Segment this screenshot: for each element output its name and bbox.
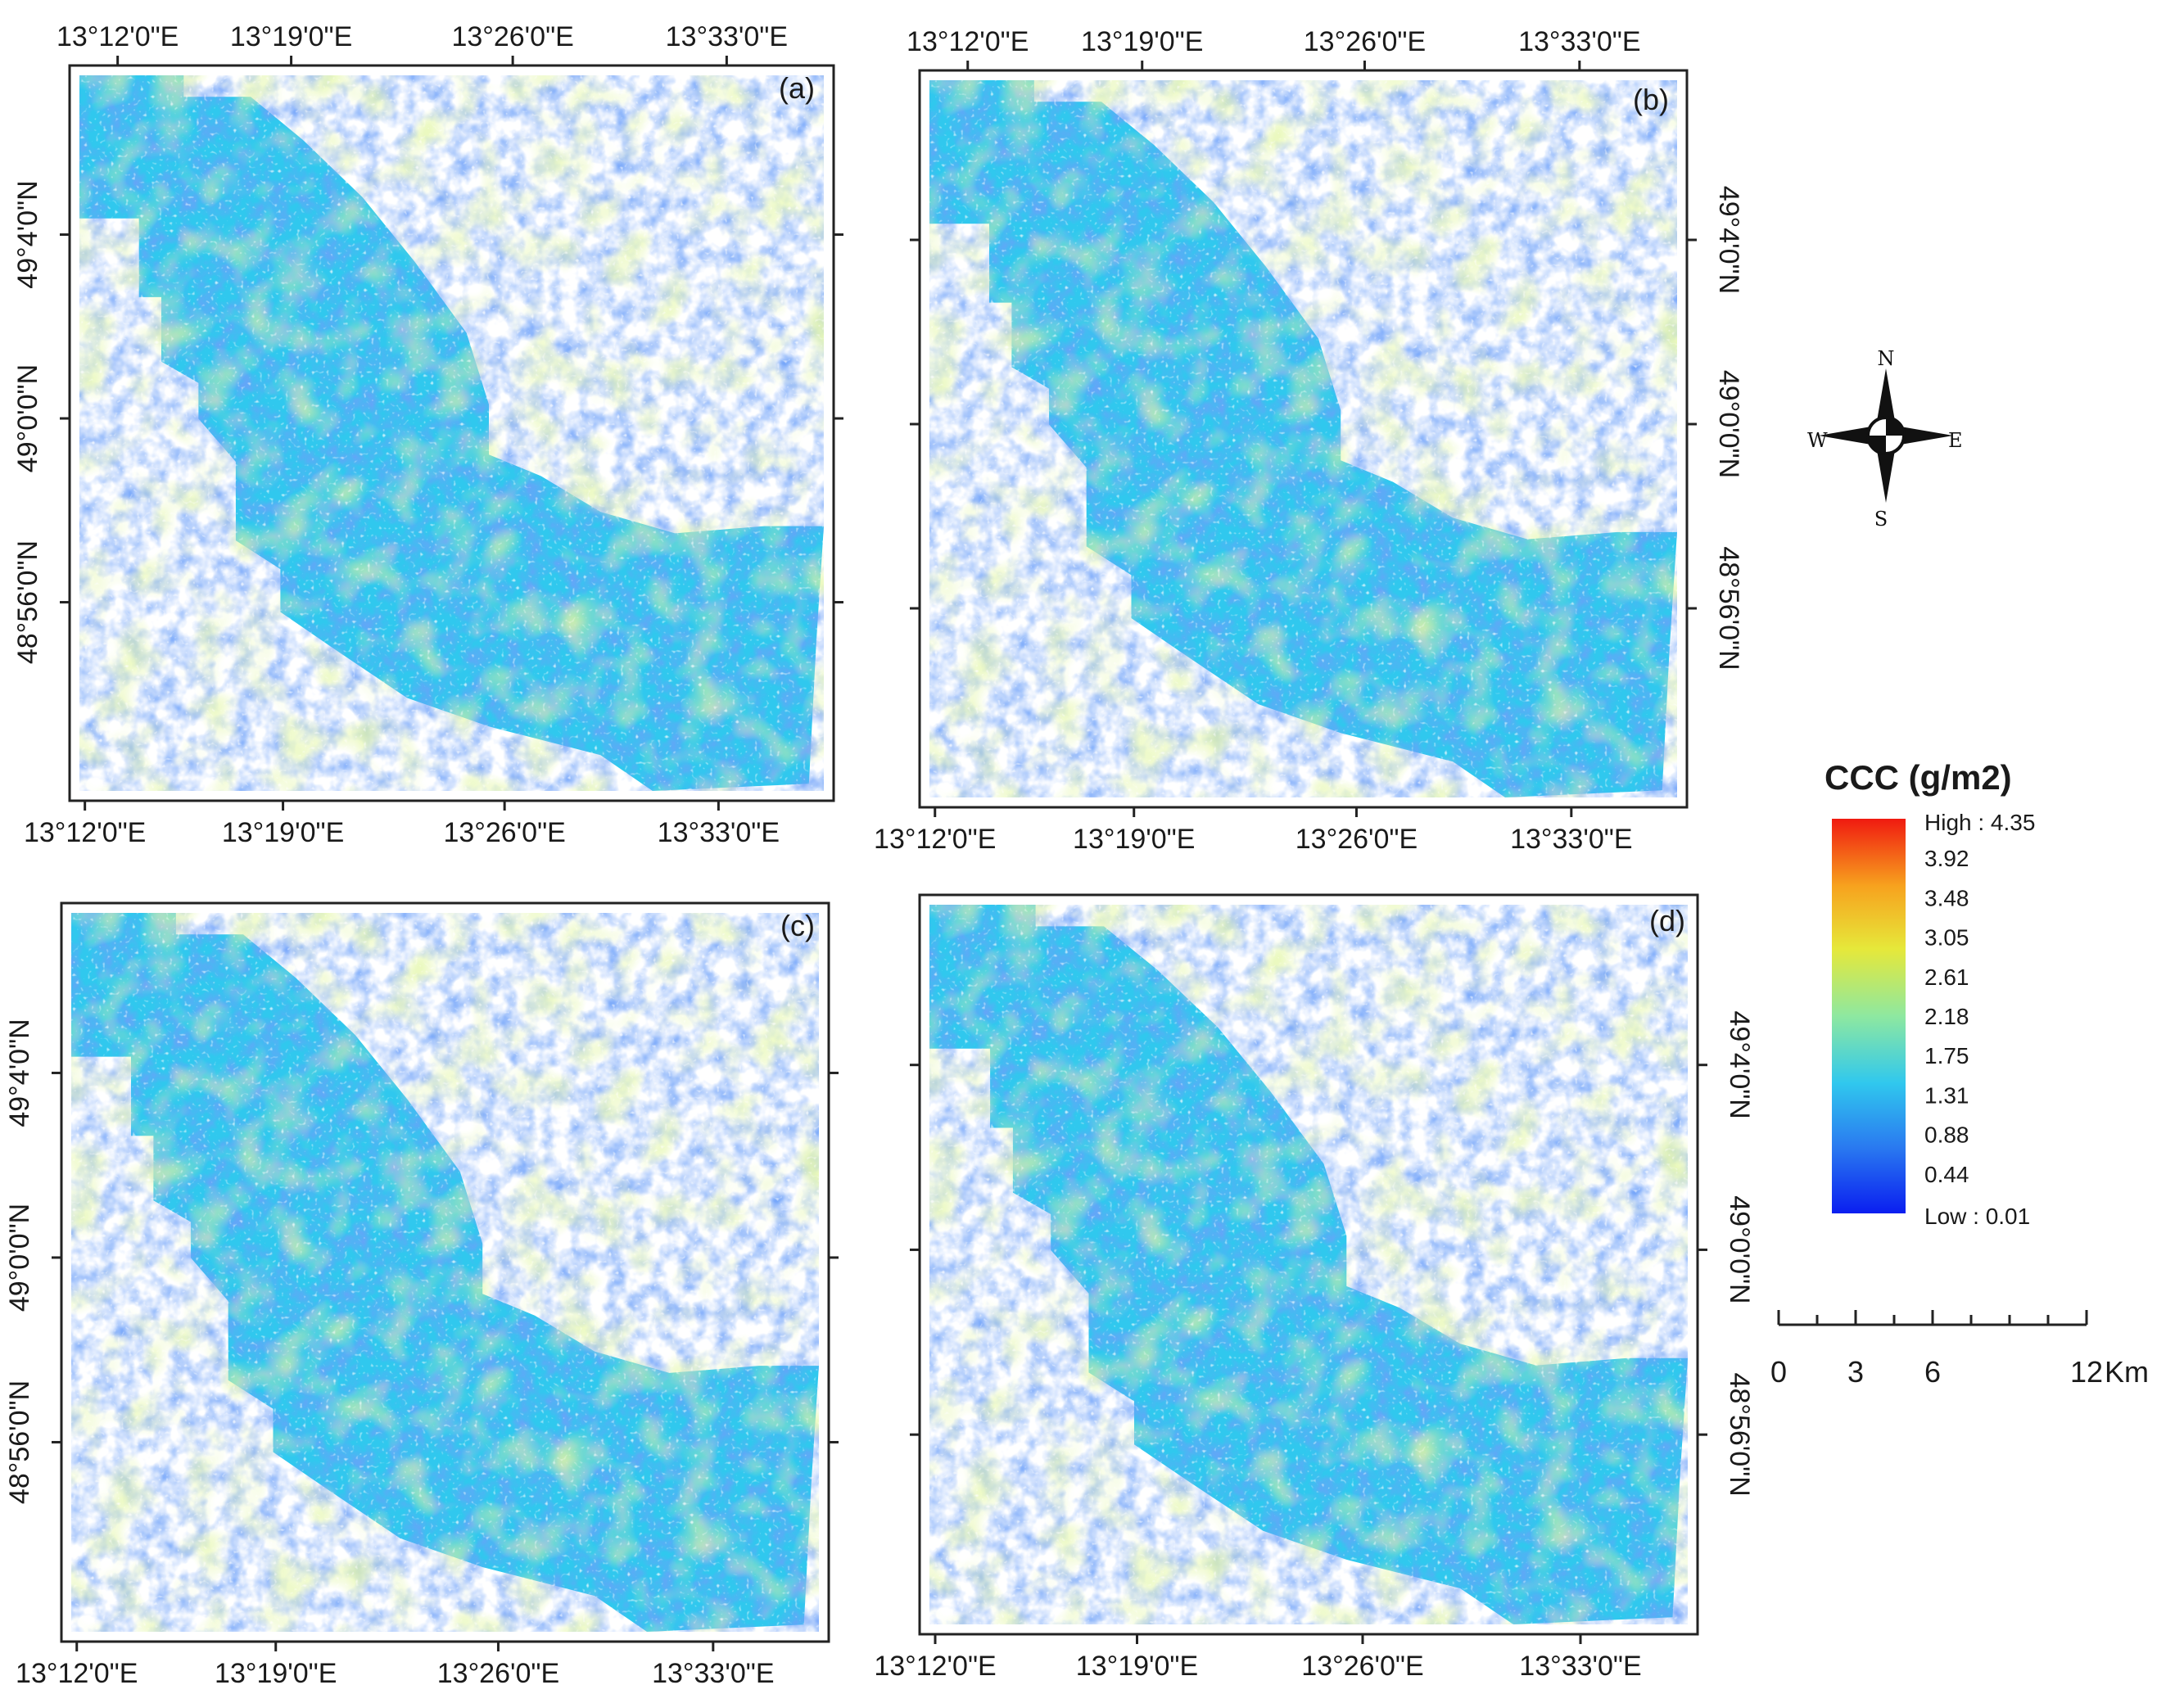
compass-w-label: W <box>1807 429 1828 452</box>
lat-label: 49°0'0"N <box>1713 370 1744 478</box>
bottom-lon-label: 13°26'0"E <box>1301 1651 1423 1682</box>
lat-label: 48°56'0"N <box>1713 546 1744 670</box>
legend-tick-label: 3.48 <box>1924 886 1969 911</box>
bottom-lon-label: 13°12'0"E <box>24 817 146 848</box>
ccc-raster <box>79 75 824 791</box>
bottom-lon-label: 13°12'0"E <box>874 824 996 855</box>
legend-tick-label: 2.61 <box>1924 964 1969 990</box>
top-lon-label: 13°19'0"E <box>230 21 352 52</box>
lat-label: 49°4'0"N <box>4 1019 35 1127</box>
lat-label: 49°0'0"N <box>12 364 43 472</box>
legend-tick-label: 0.44 <box>1924 1162 1969 1187</box>
lat-label: 48°56'0"N <box>4 1380 35 1504</box>
map-panel-a: (a) 13°12'0"E 13°19'0"E 13°26'0"E 13°33'0"E… <box>12 21 843 848</box>
legend-ticks: 3.92 3.48 3.05 2.61 2.18 1.75 1.31 0.88 0.44 <box>1924 846 1969 1187</box>
lat-label: 48°56'0"N <box>12 540 43 664</box>
panel-label: (b) <box>1633 83 1669 116</box>
ccc-raster <box>71 913 819 1632</box>
panel-label: (d) <box>1649 904 1685 937</box>
bottom-lon-label: 13°26'0"E <box>437 1658 559 1689</box>
panel-ticks: 13°12'0"E 13°19'0"E 13°26'0"E 13°33'0"E 49°4… <box>874 1011 1755 1682</box>
compass-n-label: N <box>1878 347 1895 370</box>
legend-tick-label: 3.05 <box>1924 924 1969 950</box>
lat-label: 49°4'0"N <box>1724 1011 1755 1119</box>
legend-title: CCC (g/m2) <box>1825 758 2012 797</box>
north-arrow-icon: N S E W <box>1807 347 1963 531</box>
scale-unit: Km <box>2105 1355 2149 1389</box>
scale-label-12: 12 <box>2070 1355 2103 1389</box>
legend-low: Low : 0.01 <box>1924 1204 2030 1229</box>
top-lon-label: 13°33'0"E <box>1518 26 1640 57</box>
bottom-lon-label: 13°12'0"E <box>16 1658 138 1689</box>
no-data-gaps <box>71 913 819 1632</box>
lat-label: 49°4'0"N <box>12 180 43 288</box>
top-lon-label: 13°19'0"E <box>1081 26 1203 57</box>
legend-tick-label: 1.31 <box>1924 1083 1969 1109</box>
ccc-raster <box>929 80 1677 797</box>
panel-label: (a) <box>779 71 815 105</box>
panel-ticks: 13°12'0"E 13°19'0"E 13°26'0"E 13°33'0"E 13°1… <box>12 21 843 848</box>
map-panel-c: (c) 13°12'0"E 13°19'0"E 13°26'0"E 13°33'0"E… <box>4 901 839 1689</box>
lat-label: 48°56'0"N <box>1724 1373 1755 1497</box>
bottom-lon-label: 13°19'0"E <box>1076 1651 1198 1682</box>
panel-ticks: 13°12'0"E 13°19'0"E 13°26'0"E 13°33'0"E 49°4… <box>4 1019 839 1689</box>
bottom-lon-label: 13°33'0"E <box>1519 1651 1641 1682</box>
scale-label-6: 6 <box>1924 1355 1941 1389</box>
panel-label: (c) <box>780 909 815 942</box>
legend-tick-label: 3.92 <box>1924 846 1969 871</box>
compass-e-label: E <box>1948 429 1963 452</box>
scale-ticks <box>1777 1310 2088 1325</box>
scale-label-3: 3 <box>1847 1355 1864 1389</box>
compass-s-label: S <box>1874 508 1888 531</box>
bottom-lon-label: 13°26'0"E <box>443 817 565 848</box>
legend-high: High : 4.35 <box>1924 810 2035 835</box>
top-lon-label: 13°26'0"E <box>451 21 573 52</box>
lat-label: 49°0'0"N <box>1724 1195 1755 1303</box>
top-lon-label: 13°26'0"E <box>1304 26 1426 57</box>
scale-bar: 0 3 6 12 Km <box>1770 1310 2149 1389</box>
no-data-gaps <box>79 75 824 791</box>
no-data-gaps <box>929 905 1688 1624</box>
top-lon-label: 13°12'0"E <box>57 21 179 52</box>
no-data-gaps <box>929 80 1677 797</box>
bottom-lon-label: 13°19'0"E <box>222 817 344 848</box>
legend-colorbar <box>1832 819 1906 1213</box>
bottom-lon-label: 13°33'0"E <box>1510 824 1632 855</box>
color-legend: CCC (g/m2) High : 4.35 Low : 0.01 3.923.… <box>1825 758 2035 1229</box>
panel-ticks: 13°12'0"E 13°19'0"E 13°26'0"E 13°33'0"E 13°1… <box>874 26 1744 855</box>
ccc-raster <box>929 905 1688 1624</box>
legend-tick-label: 1.75 <box>1924 1043 1969 1068</box>
map-panel-b: (b) 13°12'0"E 13°19'0"E 13°26'0"E 13°33'0"E… <box>874 26 1744 855</box>
top-lon-label: 13°33'0"E <box>666 21 788 52</box>
legend-tick-label: 0.88 <box>1924 1122 1969 1147</box>
bottom-lon-label: 13°33'0"E <box>652 1658 774 1689</box>
bottom-lon-label: 13°19'0"E <box>215 1658 337 1689</box>
top-lon-label: 13°12'0"E <box>907 26 1029 57</box>
bottom-lon-label: 13°33'0"E <box>658 817 780 848</box>
lat-label: 49°0'0"N <box>4 1204 35 1312</box>
bottom-lon-label: 13°12'0"E <box>874 1651 996 1682</box>
scale-label-0: 0 <box>1770 1355 1787 1389</box>
map-panel-d: (d) 13°12'0"E 13°19'0"E 13°26'0"E 13°33'0"E… <box>874 893 1755 1682</box>
lat-label: 49°4'0"N <box>1713 186 1744 294</box>
bottom-lon-label: 13°26'0"E <box>1295 824 1418 855</box>
bottom-lon-label: 13°19'0"E <box>1073 824 1195 855</box>
legend-tick-label: 2.18 <box>1924 1004 1969 1029</box>
